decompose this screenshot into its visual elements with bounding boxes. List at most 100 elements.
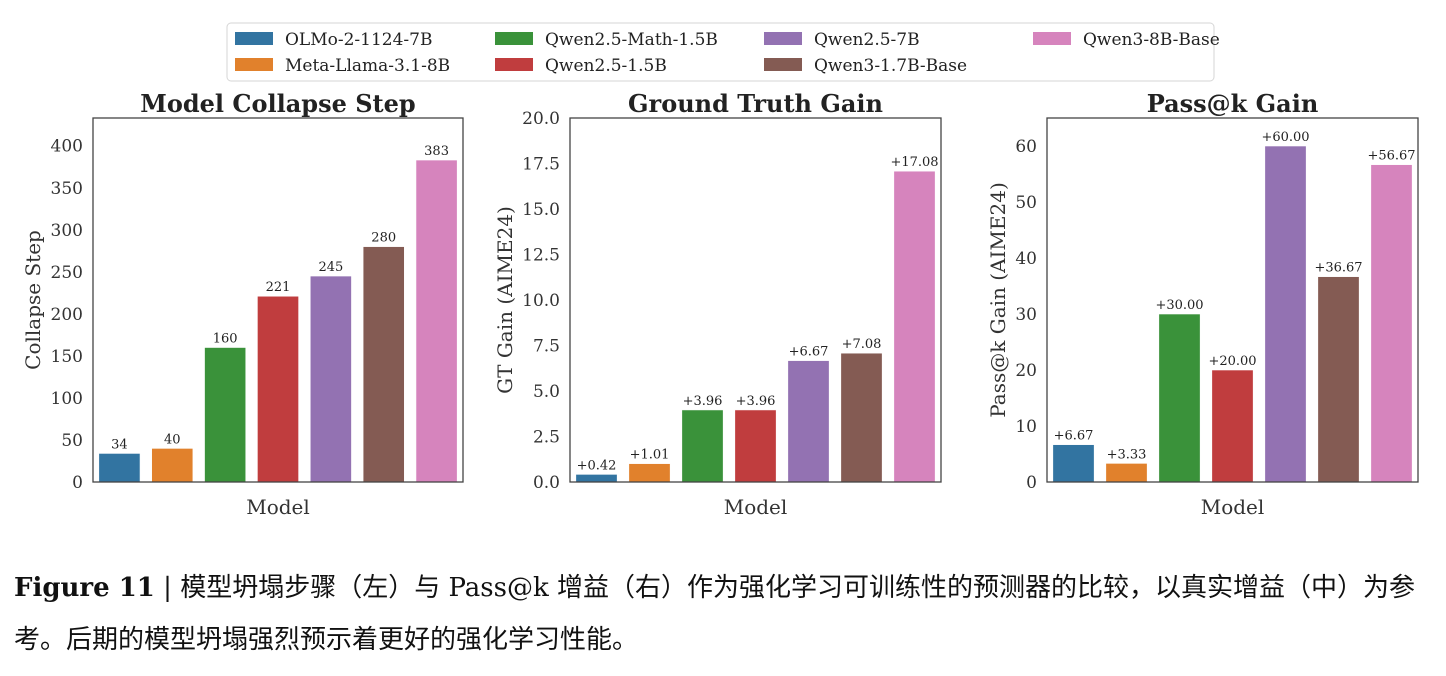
bar-value-label: +1.01 [630,448,670,463]
caption-label: Figure 11 [14,573,155,603]
bar-value-label: +3.96 [736,394,776,409]
y-tick-label: 60 [1015,137,1037,157]
bar [840,352,883,483]
bar-value-label: +7.08 [842,337,882,352]
y-tick-label: 350 [51,179,83,199]
bar [575,474,618,483]
caption-separator: | [154,573,181,603]
bar-value-label: 40 [164,432,181,447]
bar-value-label: +36.67 [1314,261,1362,276]
y-tick-label: 10.0 [522,291,560,311]
bar-value-label: +30.00 [1155,298,1203,313]
legend-swatch [764,32,802,45]
bar-value-label: +20.00 [1208,354,1256,369]
y-tick-label: 7.5 [533,337,560,357]
chart-title: Pass@k Gain [1147,89,1319,118]
bar-value-label: +6.67 [1054,429,1094,444]
y-tick-label: 30 [1015,305,1037,325]
legend-label: Qwen2.5-Math-1.5B [545,30,718,50]
bar [1264,145,1307,483]
legend-swatch [235,32,273,45]
charts: Model Collapse Step 34 40 160 221 245 280 383 0 5… [21,89,1419,519]
bar [309,275,352,483]
y-tick-label: 0 [72,473,83,493]
chart-title: Model Collapse Step [140,89,415,118]
bar-value-label: +17.08 [890,155,938,170]
bar [734,409,777,483]
bar-value-label: 383 [424,144,449,159]
y-tick-label: 300 [51,221,83,241]
bar-value-label: 34 [111,437,128,452]
x-axis-label: Model [724,495,788,519]
bar [1158,313,1201,483]
y-tick-label: 2.5 [533,428,560,448]
bar [257,295,299,483]
bar-value-label: +0.42 [577,458,617,473]
bar [1105,463,1148,483]
y-tick-label: 200 [51,305,83,325]
y-axis-label: Collapse Step [21,230,45,370]
legend-label: OLMo-2-1124-7B [285,30,433,50]
bar-value-label: 280 [371,231,396,246]
legend-swatch [764,58,802,71]
bar-value-label: 245 [318,260,343,275]
y-axis-label: Pass@k Gain (AIME24) [986,182,1010,418]
chart-title: Ground Truth Gain [628,89,883,118]
bar [1370,164,1413,483]
y-tick-label: 40 [1015,249,1037,269]
bar-value-label: +3.33 [1107,447,1147,462]
y-tick-label: 10 [1015,417,1037,437]
bar-value-label: +6.67 [789,345,829,360]
legend: OLMo-2-1124-7B Meta-Llama-3.1-8B Qwen2.5-M… [226,22,1220,82]
legend-swatch [235,58,273,71]
y-tick-label: 12.5 [522,246,560,266]
figure-caption: Figure 11 | 模型坍塌步骤（左）与 Pass@k 增益（右）作为强化学… [14,562,1434,666]
legend-swatch [495,58,533,71]
y-tick-label: 50 [1015,193,1037,213]
chart-1: Model Collapse Step 34 40 160 221 245 280 383 0 5… [21,89,464,519]
y-tick-label: 150 [51,347,83,367]
plot-frame [92,117,464,483]
bar-value-label: 160 [213,331,238,346]
legend-label: Qwen2.5-7B [814,30,920,50]
bar [98,453,141,483]
plot-frame [569,117,942,483]
bar [1211,369,1254,483]
y-tick-label: 0.0 [533,473,560,493]
x-axis-label: Model [246,495,310,519]
bar-value-label: +3.96 [683,394,723,409]
legend-label: Qwen2.5-1.5B [545,56,667,76]
legend-label: Qwen3-1.7B-Base [814,56,967,76]
bar-value-label: +60.00 [1261,130,1309,145]
bar [681,409,724,483]
bar [893,170,936,483]
legend-swatch [1033,32,1071,45]
y-tick-label: 250 [51,263,83,283]
bar [415,159,458,483]
x-axis-label: Model [1201,495,1265,519]
y-tick-label: 15.0 [522,200,560,220]
legend-label: Meta-Llama-3.1-8B [285,56,450,76]
y-tick-label: 5.0 [533,382,560,402]
bar [1317,276,1360,483]
legend-label: Qwen3-8B-Base [1083,30,1220,50]
bar [787,360,830,483]
y-tick-label: 100 [51,389,83,409]
y-tick-label: 400 [51,137,83,157]
bar [204,347,247,483]
bar [628,463,671,483]
y-axis-label: GT Gain (AIME24) [493,206,517,394]
bar [362,246,405,483]
y-tick-label: 0 [1026,473,1037,493]
plot-frame [1046,117,1419,483]
legend-frame [226,22,1215,82]
bar-value-label: +56.67 [1367,149,1415,164]
bar-value-label: 221 [266,280,291,295]
y-tick-label: 20 [1015,361,1037,381]
y-tick-label: 50 [61,431,83,451]
bar [151,448,194,483]
figure: OLMo-2-1124-7B Meta-Llama-3.1-8B Qwen2.5-M… [21,22,1419,519]
legend-swatch [495,32,533,45]
y-tick-label: 17.5 [522,155,560,175]
bar [1052,444,1095,483]
